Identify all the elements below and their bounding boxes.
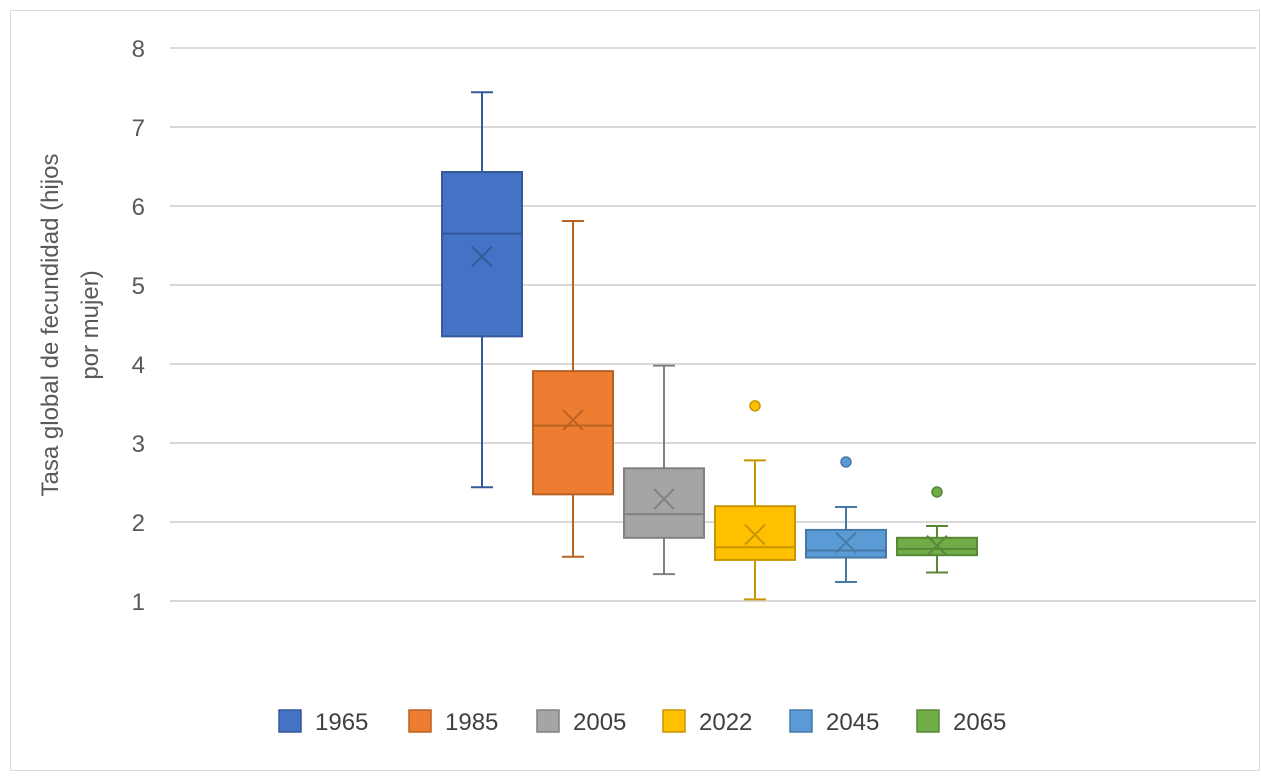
mean-marker-stroke-b — [744, 523, 766, 546]
y-axis-ticks: 1 2 3 4 5 6 7 8 — [132, 36, 145, 616]
legend-label: 1965 — [315, 709, 368, 736]
legend-item-2022: 2022 — [662, 709, 752, 736]
y-tick-label-3: 3 — [132, 431, 145, 458]
legend-swatch — [916, 709, 940, 733]
legend-swatch — [789, 709, 813, 733]
y-tick-label-8: 8 — [132, 36, 145, 63]
outlier-point-0 — [840, 456, 852, 468]
legend-label: 2045 — [826, 709, 879, 736]
y-tick-label-5: 5 — [132, 273, 145, 300]
iqr-box — [441, 171, 523, 338]
y-axis-title: Tasa global de fecundidad (hijos por muj… — [37, 154, 104, 497]
box-series-2022 — [714, 400, 796, 601]
legend-label: 2022 — [699, 709, 752, 736]
chart-border — [10, 10, 1260, 771]
mean-marker-stroke-b — [471, 245, 493, 268]
legend-swatch — [408, 709, 432, 733]
legend: 1965 1985 2005 2022 2045 2065 — [278, 709, 1006, 736]
legend-label: 1985 — [445, 709, 498, 736]
legend-item-1965: 1965 — [278, 709, 368, 736]
legend-swatch — [662, 709, 686, 733]
legend-label: 2005 — [573, 709, 626, 736]
y-tick-label-6: 6 — [132, 194, 145, 221]
box-series-1965 — [441, 91, 523, 489]
iqr-box — [532, 370, 614, 496]
box-series-2065 — [896, 486, 978, 574]
legend-label: 2065 — [953, 709, 1006, 736]
legend-item-2045: 2045 — [789, 709, 879, 736]
box-series — [441, 91, 978, 601]
legend-item-2005: 2005 — [536, 709, 626, 736]
mean-marker-stroke-b — [835, 531, 857, 554]
legend-swatch — [278, 709, 302, 733]
legend-item-2065: 2065 — [916, 709, 1006, 736]
y-tick-label-4: 4 — [132, 352, 145, 379]
iqr-box — [714, 505, 796, 561]
outlier-point-0 — [931, 486, 943, 498]
y-axis-title-line-2: por mujer) — [77, 270, 104, 379]
legend-item-1985: 1985 — [408, 709, 498, 736]
gridlines — [170, 47, 1256, 602]
box-series-2045 — [805, 456, 887, 584]
y-axis-title-line-1: Tasa global de fecundidad (hijos — [37, 154, 64, 497]
y-tick-label-7: 7 — [132, 115, 145, 142]
y-tick-label-1: 1 — [132, 589, 145, 616]
mean-marker-stroke-b — [926, 534, 948, 557]
box-series-1985 — [532, 220, 614, 558]
y-tick-label-2: 2 — [132, 510, 145, 537]
mean-marker-stroke-b — [653, 488, 675, 510]
box-series-2005 — [623, 364, 705, 576]
legend-swatch — [536, 709, 560, 733]
outlier-point-0 — [749, 400, 761, 412]
iqr-box — [623, 467, 705, 539]
mean-marker-stroke-b — [562, 409, 584, 431]
